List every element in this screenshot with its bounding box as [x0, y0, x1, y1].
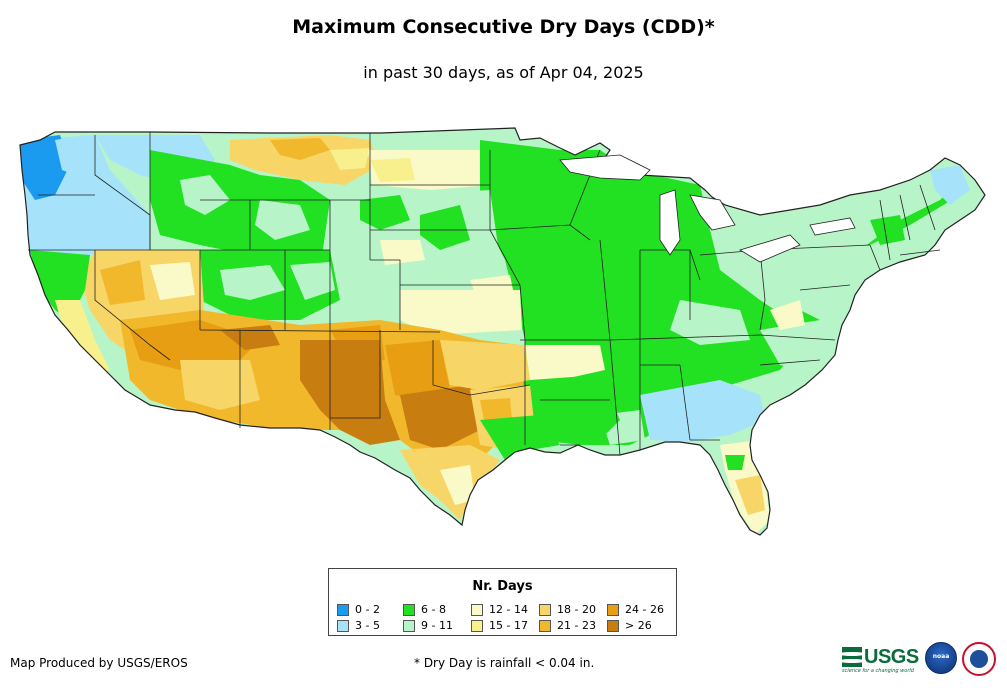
legend-box: Nr. Days 0 - 2 3 - 5 6 - 8 9 - 11 12 - 1…: [328, 568, 677, 636]
dry-day-note: * Dry Day is rainfall < 0.04 in.: [414, 656, 595, 670]
legend-item: 15 - 17: [471, 620, 528, 634]
legend-label: > 26: [625, 619, 652, 632]
legend-item: 0 - 2: [337, 604, 380, 618]
legend-swatch: [607, 620, 619, 632]
map-title: Maximum Consecutive Dry Days (CDD)*: [292, 16, 715, 38]
legend-item: > 26: [607, 620, 652, 634]
legend-item: 12 - 14: [471, 604, 528, 618]
legend-swatch: [539, 620, 551, 632]
legend-label: 24 - 26: [625, 603, 664, 616]
map-credit: Map Produced by USGS/EROS: [10, 656, 188, 670]
legend-swatch: [471, 620, 483, 632]
legend-item: 21 - 23: [539, 620, 596, 634]
legend-item: 9 - 11: [403, 620, 453, 634]
cdd-map: [19, 127, 986, 536]
noaa-logo: noaa: [925, 642, 957, 674]
legend-label: 15 - 17: [489, 619, 528, 632]
nws-logo: [962, 642, 996, 676]
legend-label: 0 - 2: [355, 603, 380, 616]
legend-swatch: [607, 604, 619, 616]
legend-item: 18 - 20: [539, 604, 596, 618]
legend-swatch: [471, 604, 483, 616]
usgs-tagline: science for a changing world: [842, 668, 914, 674]
noaa-logo-text: noaa: [932, 653, 950, 660]
map-subtitle: in past 30 days, as of Apr 04, 2025: [363, 63, 644, 82]
legend-swatch: [337, 620, 349, 632]
legend-title: Nr. Days: [472, 579, 533, 594]
legend-label: 12 - 14: [489, 603, 528, 616]
legend-item: 24 - 26: [607, 604, 664, 618]
legend-swatch: [539, 604, 551, 616]
legend-label: 18 - 20: [557, 603, 596, 616]
nws-emblem-icon: [970, 650, 988, 668]
legend-swatch: [403, 620, 415, 632]
legend-swatch: [337, 604, 349, 616]
legend-label: 3 - 5: [355, 619, 380, 632]
legend-swatch: [403, 604, 415, 616]
agency-logos: USGS science for a changing world noaa: [842, 640, 1002, 680]
legend-item: 6 - 8: [403, 604, 446, 618]
usgs-wave-icon: [842, 647, 862, 667]
legend-label: 21 - 23: [557, 619, 596, 632]
legend-item: 3 - 5: [337, 620, 380, 634]
legend-label: 6 - 8: [421, 603, 446, 616]
usgs-logo: USGS: [842, 642, 919, 672]
usgs-logo-text: USGS: [864, 645, 919, 668]
legend-label: 9 - 11: [421, 619, 453, 632]
